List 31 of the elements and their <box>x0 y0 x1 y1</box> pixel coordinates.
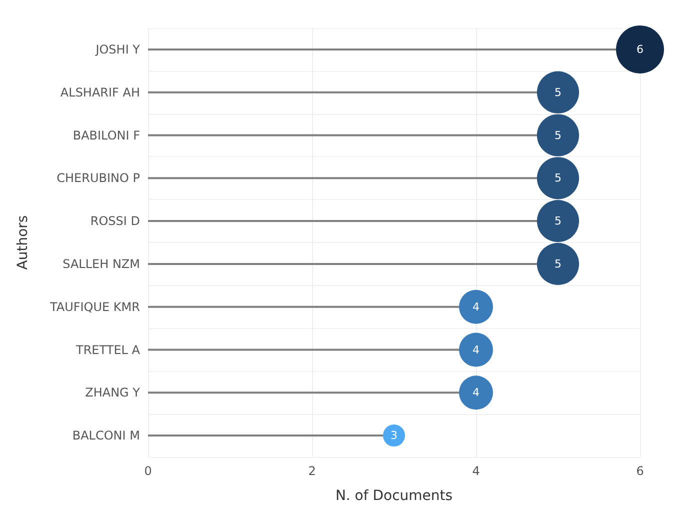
x-axis-title: N. of Documents <box>335 488 453 504</box>
x-tick-label: 6 <box>636 464 644 478</box>
y-tick-label: ZHANG Y <box>85 386 141 400</box>
y-tick-label: ALSHARIF AH <box>60 85 140 100</box>
data-label: 4 <box>472 343 480 356</box>
point <box>536 71 580 114</box>
y-tick-label: ROSSI D <box>90 214 140 228</box>
data-label: 5 <box>554 128 562 142</box>
y-tick-label: BALCONI M <box>72 428 140 443</box>
data-label: 5 <box>554 257 562 270</box>
y-tick-label: BABILONI F <box>72 128 140 142</box>
y-tick-label: JOSHI Y <box>94 42 141 56</box>
data-label: 5 <box>554 86 562 99</box>
data-label: 4 <box>472 300 480 314</box>
point <box>536 114 580 156</box>
y-tick-label: CHERUBINO P <box>56 171 140 186</box>
data-label: 4 <box>472 386 480 400</box>
y-tick-label: TRETTEL A <box>75 342 141 357</box>
x-tick-label: 0 <box>144 464 152 478</box>
point <box>536 157 580 200</box>
data-label: 6 <box>636 42 644 56</box>
data-label: 5 <box>554 214 562 228</box>
x-tick-label: 2 <box>308 464 316 478</box>
data-label: 5 <box>554 172 562 185</box>
y-axis-title: Authors <box>15 215 31 270</box>
data-label: 3 <box>390 429 398 442</box>
y-tick-label: TAUFIQUE KMR <box>48 300 140 314</box>
point <box>536 200 580 242</box>
point <box>536 242 580 285</box>
x-tick-label: 4 <box>472 464 480 478</box>
y-tick-label: SALLEH NZM <box>62 256 140 271</box>
